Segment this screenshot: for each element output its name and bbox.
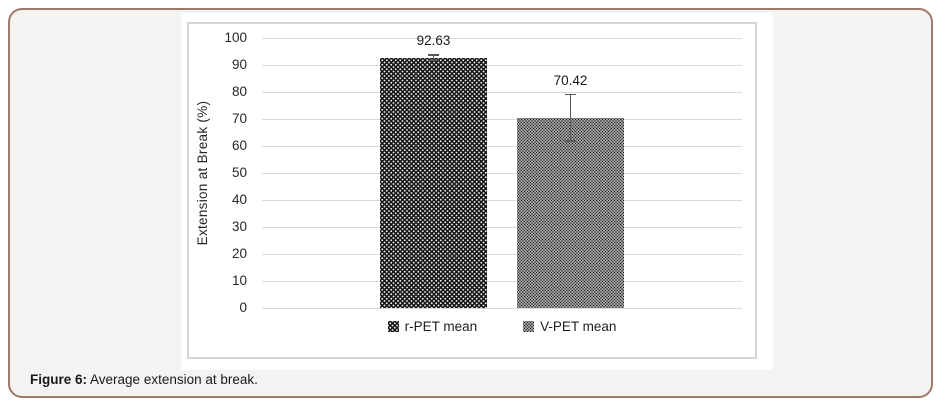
error-bar-line-v-pet-mean (569, 94, 572, 142)
legend-item-v-pet-mean: V-PET mean (523, 319, 616, 334)
legend-swatch-v-pet-mean (523, 320, 535, 332)
gridline (262, 118, 742, 120)
gridline (262, 280, 742, 282)
gridline (262, 64, 742, 66)
gridline (262, 172, 742, 174)
plot-area: 92.63 70.42 (262, 33, 742, 309)
figure-caption: Figure 6: Average extension at break. (30, 372, 258, 387)
gridline (262, 91, 742, 93)
gridline (262, 145, 742, 147)
y-axis-tick-label: 20 (231, 246, 247, 261)
figure-caption-text: Average extension at break. (90, 372, 258, 387)
value-label-r-pet-mean: 92.63 (416, 33, 451, 49)
y-axis-tick-label: 80 (231, 84, 247, 99)
chart-image: Extension at Break (%) 0 10 20 30 40 50 60 70 80… (181, 13, 773, 370)
value-label-v-pet-mean: 70.42 (553, 72, 588, 88)
gridline (262, 253, 742, 255)
y-axis-tick-label: 30 (231, 219, 247, 234)
y-axis-tick-label: 40 (231, 192, 247, 207)
chart-legend: r-PET mean V-PET mean (262, 316, 742, 336)
figure-frame: Extension at Break (%) 0 10 20 30 40 50 60 70 80… (8, 8, 933, 398)
figure-caption-label: Figure 6: (30, 372, 88, 387)
y-axis-tick-label: 0 (239, 300, 247, 315)
gridline (262, 199, 742, 201)
error-bar-cap-r-pet-mean (428, 59, 439, 62)
y-axis-tick-label: 10 (231, 273, 247, 288)
y-axis-tick-label: 90 (231, 57, 247, 72)
legend-item-r-pet-mean: r-PET mean (387, 318, 478, 334)
error-bar-cap-v-pet-mean (565, 140, 576, 142)
gridline (262, 37, 742, 39)
bar-r-pet-mean (380, 57, 487, 308)
error-bar-cap-v-pet-mean (565, 93, 576, 96)
y-axis-tick-label: 70 (231, 111, 247, 126)
legend-label-r-pet-mean: r-PET mean (404, 318, 478, 334)
chart-panel: Extension at Break (%) 0 10 20 30 40 50 60 70 80… (187, 22, 757, 359)
bar-v-pet-mean (517, 117, 624, 308)
gridline (262, 307, 742, 309)
gridline (262, 226, 742, 228)
error-bar-line-r-pet-mean (432, 55, 435, 61)
legend-swatch-r-pet-mean (387, 320, 399, 332)
y-axis-tick-label: 60 (231, 138, 247, 153)
y-axis-tick-label: 50 (231, 165, 247, 180)
error-bar-cap-r-pet-mean (428, 54, 439, 56)
legend-label-v-pet-mean: V-PET mean (540, 318, 617, 334)
y-axis-tick-label: 100 (224, 30, 247, 45)
